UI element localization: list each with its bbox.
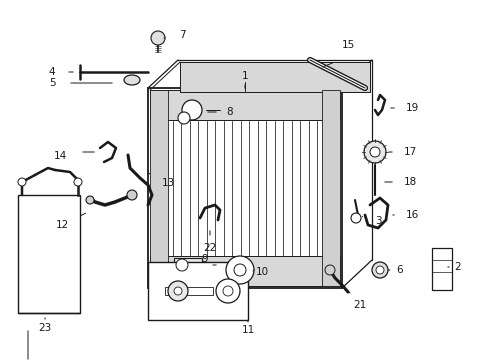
Text: 12: 12: [55, 220, 68, 230]
Text: 17: 17: [403, 147, 416, 157]
Circle shape: [86, 196, 94, 204]
Circle shape: [371, 262, 387, 278]
Ellipse shape: [124, 75, 140, 85]
Text: 16: 16: [405, 210, 418, 220]
Circle shape: [363, 141, 385, 163]
Circle shape: [216, 279, 240, 303]
Circle shape: [234, 264, 245, 276]
Text: 4: 4: [49, 67, 55, 77]
Circle shape: [174, 287, 182, 295]
Text: 11: 11: [241, 325, 254, 335]
Text: 22: 22: [203, 243, 216, 253]
Bar: [150, 90, 339, 120]
Circle shape: [375, 266, 383, 274]
Text: 15: 15: [341, 40, 354, 50]
Circle shape: [168, 281, 187, 301]
Text: 6: 6: [396, 265, 403, 275]
Text: 3: 3: [374, 216, 381, 226]
Text: 19: 19: [405, 103, 418, 113]
Circle shape: [178, 112, 190, 124]
Bar: [150, 256, 339, 286]
Circle shape: [151, 31, 164, 45]
Bar: [180, 62, 369, 92]
Circle shape: [223, 286, 232, 296]
Circle shape: [18, 178, 26, 186]
Text: 9: 9: [201, 254, 208, 264]
Bar: [164, 287, 213, 295]
Text: 8: 8: [226, 107, 233, 117]
Text: 21: 21: [353, 300, 366, 310]
Text: 13: 13: [161, 178, 174, 188]
Bar: [174, 258, 202, 271]
Text: 23: 23: [38, 323, 52, 333]
Circle shape: [225, 256, 253, 284]
Text: 5: 5: [49, 78, 55, 88]
Circle shape: [369, 147, 379, 157]
Circle shape: [127, 190, 137, 200]
Circle shape: [176, 259, 187, 271]
Circle shape: [74, 178, 82, 186]
Bar: [148, 88, 341, 288]
Bar: [150, 90, 168, 286]
Text: 14: 14: [53, 151, 66, 161]
Text: 2: 2: [454, 262, 460, 272]
Circle shape: [182, 100, 202, 120]
Bar: [148, 262, 247, 320]
Bar: [321, 90, 339, 286]
Circle shape: [350, 213, 360, 223]
Bar: [18, 195, 80, 313]
Bar: [431, 248, 451, 290]
Text: 7: 7: [178, 30, 185, 40]
Circle shape: [325, 265, 334, 275]
Text: 1: 1: [241, 71, 248, 81]
Text: 10: 10: [255, 267, 268, 277]
Text: 18: 18: [403, 177, 416, 187]
